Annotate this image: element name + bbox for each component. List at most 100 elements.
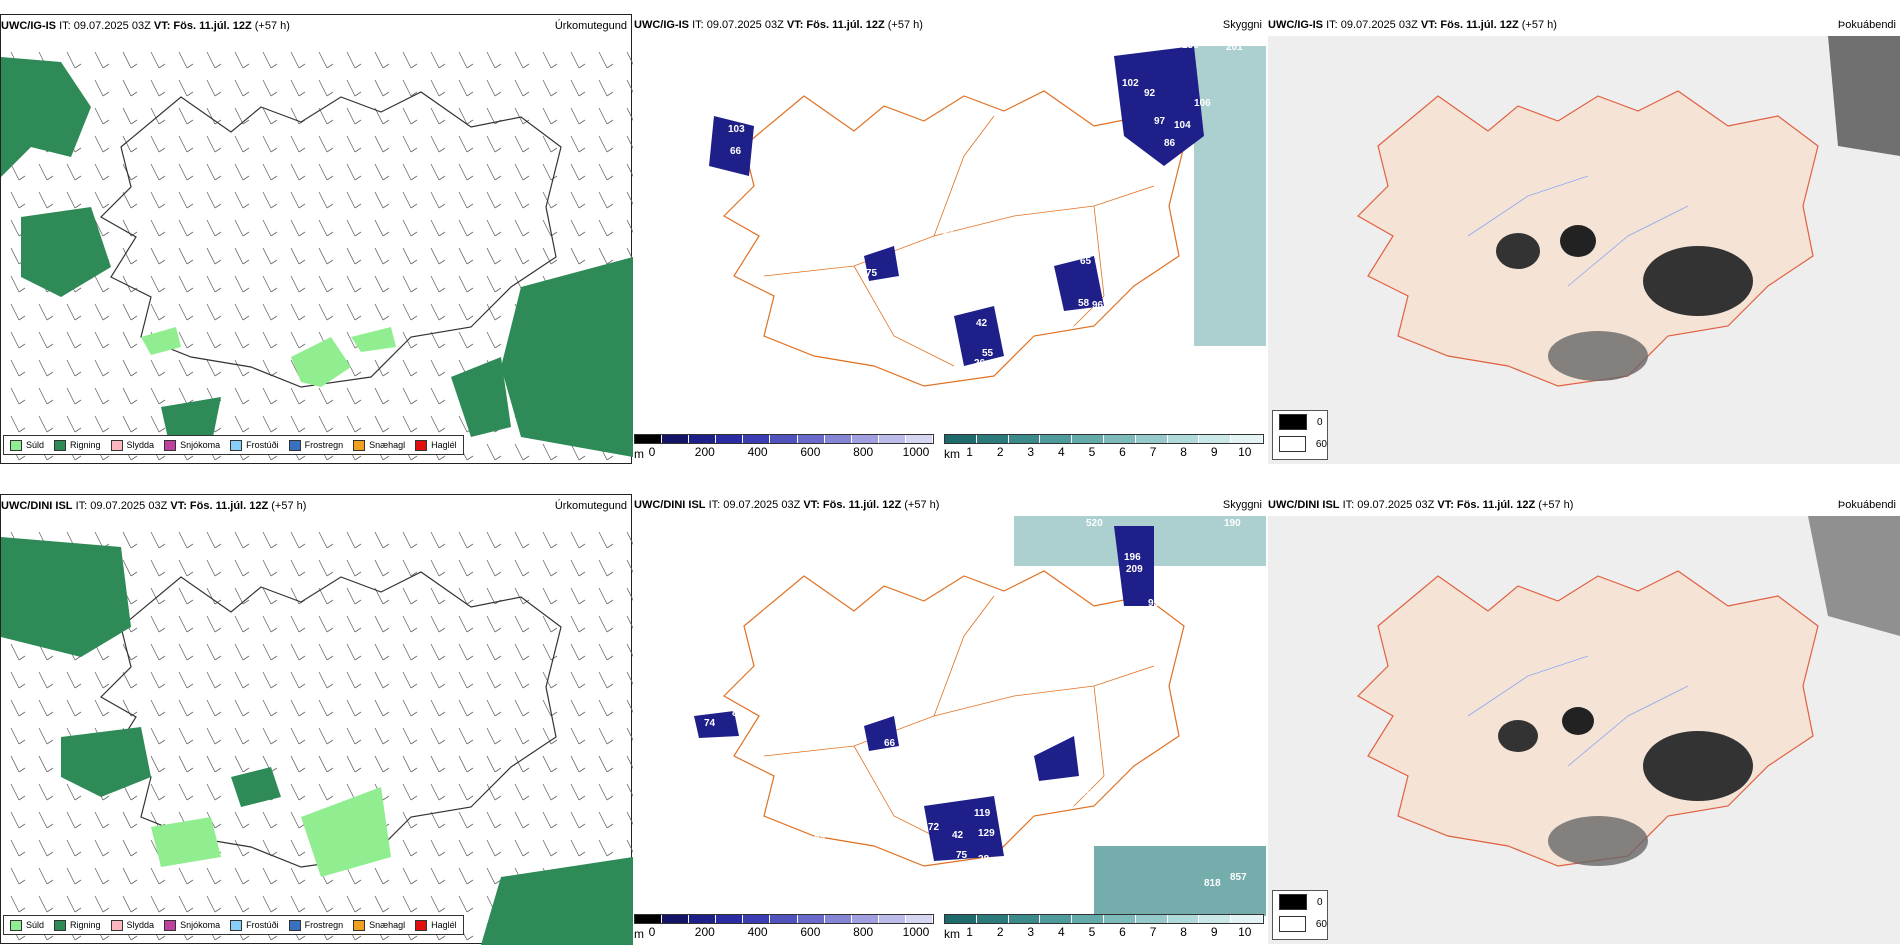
wind-barb-feather — [186, 287, 194, 293]
wind-barb — [206, 783, 216, 801]
colorbar-tick: 8 — [1180, 445, 1187, 459]
wind-barb-feather — [354, 427, 362, 433]
wind-barb — [346, 51, 356, 69]
wind-barb — [542, 191, 552, 209]
wind-barb-feather — [494, 711, 502, 717]
wind-barb-feather — [214, 823, 222, 829]
cloud-base-labels: 103 136 201 102 92 106 97 104 86 66 103 69 39 65 58 96 7… — [728, 40, 1243, 369]
legend-label: Frostúði — [246, 920, 279, 930]
wind-barb-feather — [270, 571, 278, 577]
cloud-base-label: 59 — [814, 832, 826, 843]
colorbar-tick: 1 — [966, 445, 973, 459]
wind-barb — [430, 811, 440, 829]
wind-barb-feather — [18, 739, 26, 745]
model-name: UWC/DINI ISL — [634, 499, 706, 511]
wind-barb-feather — [354, 907, 362, 913]
legend-label: Snjókoma — [180, 920, 221, 930]
wind-barb-feather — [130, 91, 138, 97]
wind-barb — [10, 867, 20, 885]
cloudbase-colorbar: 0 200 400 600 800 1000 m — [634, 914, 934, 942]
wind-barb-feather — [466, 203, 474, 209]
wind-barb — [262, 867, 272, 885]
wind-barb — [318, 219, 328, 237]
wind-barb-feather — [186, 63, 194, 69]
wind-barb-feather — [550, 851, 558, 857]
wind-barb-feather — [494, 203, 502, 209]
wind-barb — [122, 839, 132, 857]
wind-barb-feather — [214, 599, 222, 605]
wind-barb-feather — [46, 371, 54, 377]
wind-barb-feather — [242, 767, 250, 773]
wind-barb — [598, 107, 608, 125]
lead-time: (+57 h) — [271, 500, 307, 512]
cloud-base-label: 103 — [1104, 43, 1121, 54]
wind-barb-feather — [214, 203, 222, 209]
wind-barb-feather — [102, 175, 110, 181]
wind-barb-feather — [410, 739, 418, 745]
cloud-base-label: 48 — [1020, 318, 1032, 329]
wind-barb — [402, 275, 412, 293]
wind-barb-feather — [298, 571, 306, 577]
wind-barb-feather — [354, 259, 362, 265]
wind-barb — [374, 51, 384, 69]
wind-barb — [486, 163, 496, 181]
wind-barb — [94, 331, 104, 349]
wind-barb-feather — [102, 287, 110, 293]
cloud-base-label: 96 — [1092, 300, 1104, 311]
wind-barb-feather — [74, 63, 82, 69]
wind-barb — [542, 219, 552, 237]
wind-barb — [318, 587, 328, 605]
wind-barb-feather — [102, 371, 110, 377]
wind-barb-feather — [606, 455, 614, 461]
wind-barb-feather — [494, 315, 502, 321]
wind-barb — [374, 727, 384, 745]
wind-barb — [458, 51, 468, 69]
wind-barb-feather — [382, 879, 390, 885]
wind-barb — [598, 51, 608, 69]
wind-barb — [626, 699, 633, 713]
wind-barb — [626, 107, 633, 121]
wind-barb-feather — [130, 543, 138, 549]
wind-barb — [10, 415, 20, 433]
wind-barb — [234, 867, 244, 885]
wind-barb-feather — [438, 935, 446, 941]
cloud-base-label: 818 — [1204, 878, 1221, 889]
wind-barb — [10, 671, 20, 689]
wind-barb — [150, 755, 160, 773]
wind-barb — [486, 615, 496, 633]
cloud-base-label: 92 — [1144, 88, 1156, 99]
wind-barb — [122, 247, 132, 265]
wind-barb — [598, 615, 608, 633]
wind-barb — [150, 191, 160, 209]
wind-barb — [234, 415, 244, 433]
wind-barb-feather — [298, 795, 306, 801]
colorbar-tick: 9 — [1210, 445, 1218, 459]
wind-barb-feather — [494, 683, 502, 689]
wind-barb-feather — [242, 427, 250, 433]
wind-barb-feather — [354, 543, 362, 549]
wind-barb-feather — [466, 287, 474, 293]
wind-barb — [318, 895, 328, 913]
init-time: IT: 09.07.2025 03Z — [1326, 19, 1418, 31]
wind-barb-feather — [382, 315, 390, 321]
wind-barb — [10, 275, 20, 293]
wind-barb — [290, 415, 300, 433]
panel-header: UWC/DINI ISL IT: 09.07.2025 03Z VT: Fös.… — [634, 494, 1266, 516]
wind-barb-feather — [18, 879, 26, 885]
wind-barb — [430, 531, 440, 549]
wind-barb-feather — [270, 935, 278, 941]
wind-barb — [206, 671, 216, 689]
wind-barb-feather — [410, 767, 418, 773]
wind-barb-feather — [298, 935, 306, 941]
wind-barb — [458, 219, 468, 237]
wind-barb — [598, 671, 608, 689]
wind-barb-feather — [354, 287, 362, 293]
cloud-base-label: 40 — [1082, 770, 1094, 781]
wind-barb-feather — [102, 315, 110, 321]
wind-barb-feather — [214, 231, 222, 237]
legend-swatch — [110, 439, 123, 451]
wind-barb — [262, 191, 272, 209]
legend-label: Haglél — [431, 920, 457, 930]
cloudbase-map: 520 190 196 209 95 91 74 84 66 120 40 55 57 59 59 72 42 1… — [634, 516, 1266, 916]
wind-barb-feather — [354, 91, 362, 97]
